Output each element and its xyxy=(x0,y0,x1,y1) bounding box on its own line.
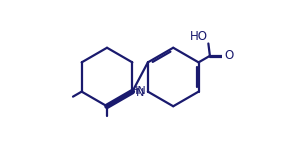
Text: HN: HN xyxy=(130,86,147,96)
Text: N: N xyxy=(136,88,144,98)
Text: O: O xyxy=(225,49,234,62)
Text: HO: HO xyxy=(189,30,207,43)
